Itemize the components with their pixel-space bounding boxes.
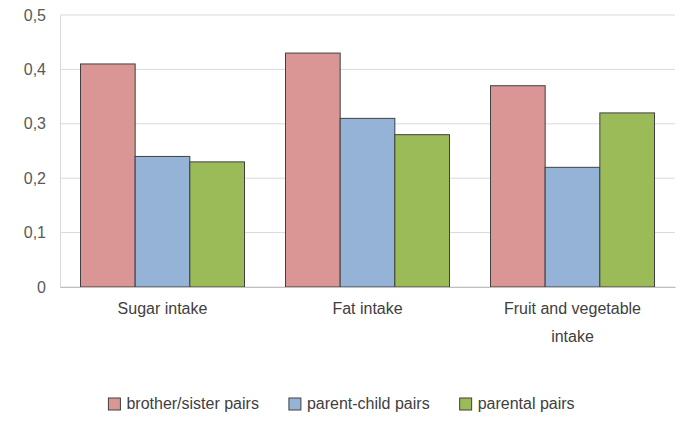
bar bbox=[545, 167, 600, 287]
x-axis: Sugar intake Fat intake Fruit and vegetabl… bbox=[61, 287, 676, 345]
y-tick: 0,3 bbox=[24, 115, 60, 132]
y-tick-label: 0,5 bbox=[24, 7, 46, 24]
legend-label: parent-child pairs bbox=[307, 395, 430, 412]
label-line: Sugar intake bbox=[118, 300, 208, 317]
x-tick-label: Sugar intake bbox=[118, 300, 208, 317]
bar bbox=[600, 113, 655, 287]
x-tick-label: Fruit and vegetable intake bbox=[504, 300, 641, 344]
y-tick: 0,5 bbox=[24, 7, 60, 24]
y-tick-label: 0 bbox=[37, 279, 46, 296]
x-tick: Fruit and vegetable intake bbox=[504, 287, 641, 345]
plot: 0 0,1 0,2 0,3 0,4 0,5 Sugar intake Fat intake Fr… bbox=[24, 7, 676, 345]
bar bbox=[81, 64, 136, 287]
legend-item: parent-child pairs bbox=[289, 395, 430, 412]
y-tick-label: 0,3 bbox=[24, 115, 46, 132]
bar bbox=[190, 162, 245, 287]
legend-label: parental pairs bbox=[478, 395, 575, 412]
legend-swatch bbox=[289, 398, 301, 410]
y-tick-label: 0,4 bbox=[24, 61, 46, 78]
bar bbox=[395, 135, 450, 287]
legend-swatch bbox=[108, 398, 120, 410]
y-axis-line bbox=[60, 16, 61, 288]
bar bbox=[286, 53, 341, 287]
y-tick: 0,4 bbox=[24, 61, 60, 78]
x-tick: Fat intake bbox=[332, 287, 402, 317]
chart: 0 0,1 0,2 0,3 0,4 0,5 Sugar intake Fat intake Fr… bbox=[0, 0, 683, 423]
x-axis-line bbox=[61, 287, 676, 288]
y-tick: 0,2 bbox=[24, 170, 60, 187]
bar bbox=[340, 118, 395, 287]
bars bbox=[81, 53, 655, 287]
x-tick: Sugar intake bbox=[118, 287, 208, 317]
y-tick: 0,1 bbox=[24, 224, 60, 241]
legend-label: brother/sister pairs bbox=[126, 395, 259, 412]
y-tick-label: 0,1 bbox=[24, 224, 46, 241]
grid-line bbox=[60, 69, 675, 70]
legend-item: brother/sister pairs bbox=[108, 395, 259, 412]
y-tick-label: 0,2 bbox=[24, 170, 46, 187]
legend-item: parental pairs bbox=[460, 395, 575, 412]
y-tick: 0 bbox=[37, 279, 60, 296]
bar bbox=[491, 86, 546, 287]
label-line: intake bbox=[551, 328, 594, 345]
bar bbox=[135, 156, 190, 287]
y-axis: 0 0,1 0,2 0,3 0,4 0,5 bbox=[24, 7, 61, 296]
x-tick-label: Fat intake bbox=[332, 300, 402, 317]
grid bbox=[60, 15, 675, 287]
legend: brother/sister pairs parent-child pairs pa… bbox=[108, 395, 574, 412]
grid-line bbox=[60, 15, 675, 16]
legend-swatch bbox=[460, 398, 472, 410]
label-line: Fruit and vegetable bbox=[504, 300, 641, 317]
label-line: Fat intake bbox=[332, 300, 402, 317]
